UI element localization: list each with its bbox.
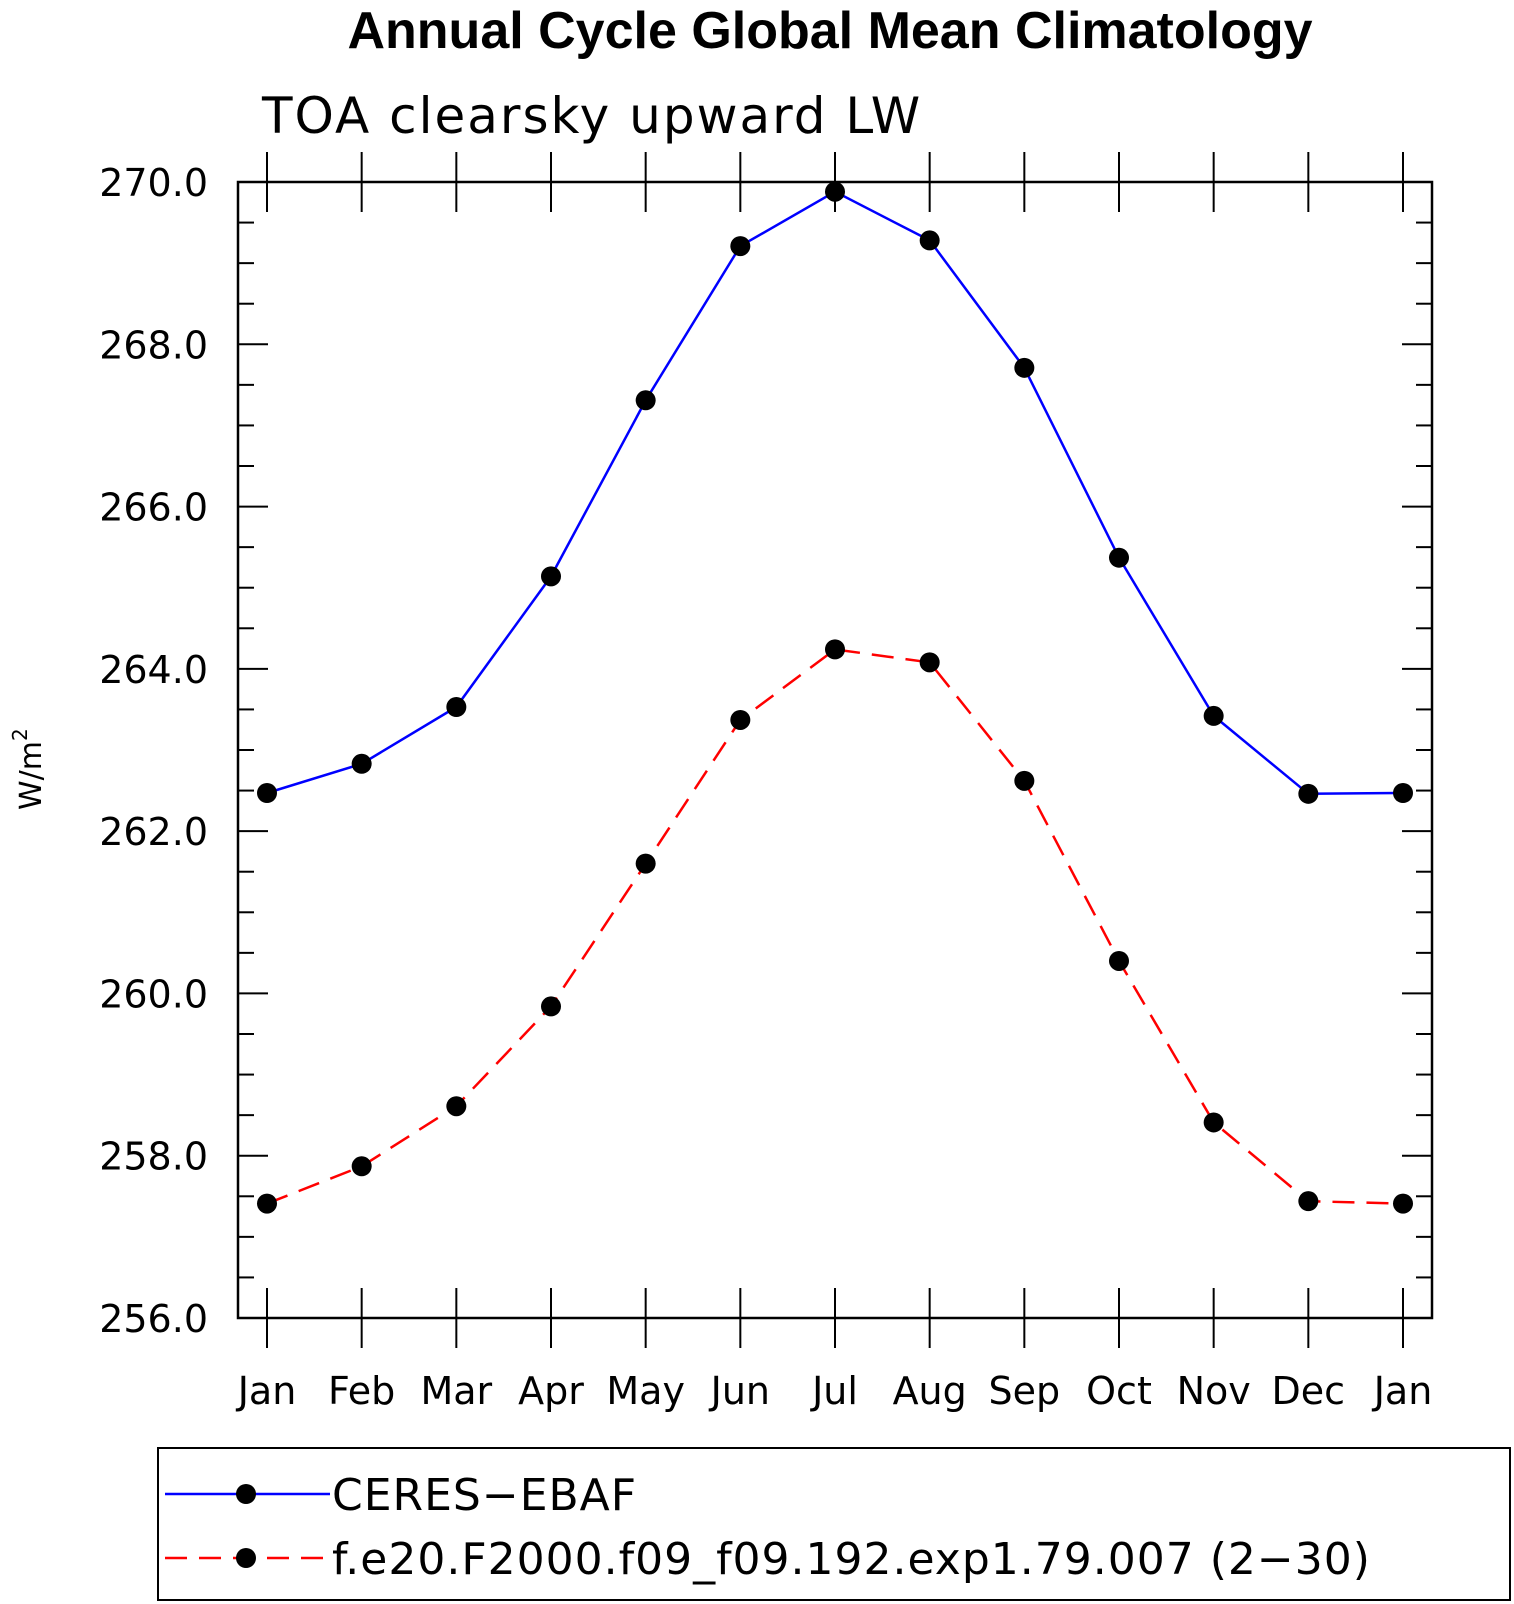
y-tick-label: 268.0 <box>99 323 208 367</box>
x-tick-label: Jan <box>236 1369 297 1413</box>
data-point <box>919 652 940 673</box>
data-point <box>1203 1112 1224 1133</box>
data-point <box>635 853 656 874</box>
x-tick-label: Feb <box>328 1369 395 1413</box>
y-tick-label: 260.0 <box>99 972 208 1016</box>
data-point <box>635 390 656 411</box>
plot-frame <box>236 180 1434 1320</box>
data-point <box>1393 1193 1413 1214</box>
data-point <box>541 566 561 587</box>
chart-subtitle: TOA clearsky upward LW <box>261 87 922 145</box>
x-tick-label: Mar <box>420 1369 492 1413</box>
x-tick-label: Dec <box>1272 1369 1346 1413</box>
series-layer <box>257 181 1413 1214</box>
data-point <box>730 236 751 257</box>
y-tick-label: 262.0 <box>99 810 208 854</box>
plot-border <box>236 180 1434 1320</box>
legend: CERES−EBAF f.e20.F2000.f09_f09.192.exp1.7… <box>157 1447 1511 1601</box>
x-tick-label: Oct <box>1086 1369 1152 1413</box>
data-point <box>351 753 372 774</box>
data-point <box>919 230 940 251</box>
series-group <box>257 639 1413 1214</box>
x-tick-label: Jul <box>810 1369 858 1413</box>
data-point <box>825 181 845 202</box>
chart-title: Annual Cycle Global Mean Climatology <box>347 2 1312 60</box>
data-point <box>1203 705 1224 726</box>
y-axis-label: W/m2 <box>8 728 49 810</box>
x-tick-label: May <box>606 1369 685 1413</box>
data-point <box>730 709 751 730</box>
legend-box <box>157 1447 1511 1601</box>
y-axis-label-superscript: 2 <box>8 728 32 741</box>
data-point <box>446 696 467 717</box>
legend-swatch-marker <box>236 1548 256 1568</box>
x-axis-ticks: Jan Feb Mar Apr May Jun Jul Aug Sep Oct Nov Dec Jan <box>236 152 1433 1413</box>
data-point <box>1014 357 1035 378</box>
data-point <box>257 1193 277 1214</box>
y-axis-label-base: W/m <box>14 741 49 810</box>
legend-label: f.e20.F2000.f09_f09.192.exp1.79.007 (2−3… <box>332 1534 1371 1585</box>
y-tick-label: 258.0 <box>99 1135 208 1179</box>
data-point <box>1014 770 1035 791</box>
data-point <box>825 639 845 660</box>
x-tick-label: Jan <box>1372 1369 1433 1413</box>
series-line <box>266 190 1404 796</box>
data-point <box>1298 1191 1319 1212</box>
data-point <box>541 996 561 1017</box>
y-tick-label: 266.0 <box>99 486 208 530</box>
y-tick-label: 256.0 <box>99 1297 208 1341</box>
x-tick-label: Aug <box>893 1369 967 1413</box>
y-tick-label: 270.0 <box>99 161 208 205</box>
data-point <box>1298 783 1319 804</box>
data-point <box>1109 950 1129 971</box>
series-group <box>257 181 1413 804</box>
y-tick-label: 264.0 <box>99 648 208 692</box>
x-tick-label: Sep <box>989 1369 1061 1413</box>
x-tick-label: Apr <box>518 1369 584 1413</box>
x-tick-label: Nov <box>1177 1369 1251 1413</box>
data-point <box>1109 547 1129 568</box>
data-point <box>351 1156 372 1177</box>
data-point <box>446 1096 467 1117</box>
x-tick-label: Jun <box>709 1369 770 1413</box>
legend-items: CERES−EBAF f.e20.F2000.f09_f09.192.exp1.7… <box>165 1470 1371 1585</box>
y-axis-ticks: 256.0 258.0 260.0 262.0 264.0 266.0 268.0 270.0 <box>99 161 1432 1341</box>
data-point <box>1393 783 1413 804</box>
data-point <box>257 783 277 804</box>
legend-swatch-marker <box>236 1484 256 1504</box>
legend-label: CERES−EBAF <box>332 1470 637 1521</box>
